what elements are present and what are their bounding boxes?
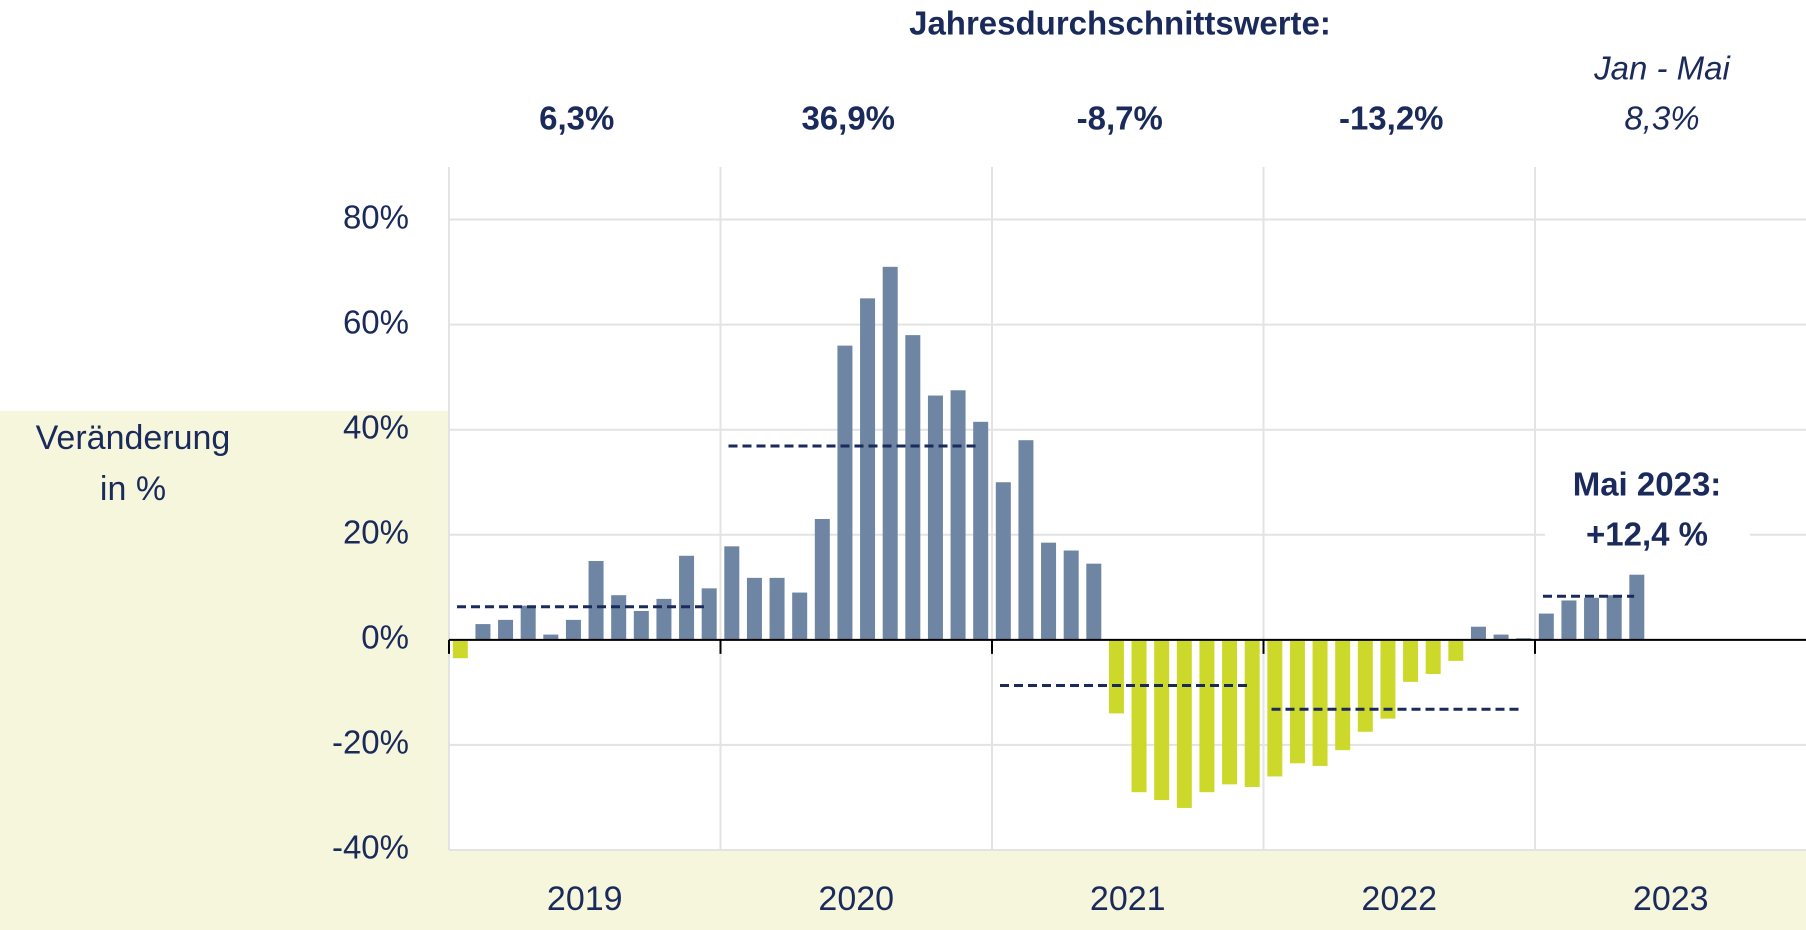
- y-axis-label: Veränderung: [36, 419, 231, 457]
- y-axis-label: in %: [100, 470, 166, 508]
- bar: [1244, 639, 1260, 787]
- x-tick-label: 2020: [818, 880, 894, 918]
- average-label: 8,3%: [1624, 100, 1699, 137]
- bar: [1357, 639, 1373, 732]
- bar: [1584, 597, 1600, 640]
- bar: [1154, 639, 1170, 801]
- bar: [611, 595, 627, 640]
- bar: [927, 395, 943, 640]
- bar: [656, 598, 672, 640]
- bar: [520, 605, 536, 640]
- bar: [1403, 639, 1419, 682]
- bar: [1470, 626, 1486, 640]
- x-tick-label: 2022: [1361, 880, 1437, 918]
- bar: [995, 482, 1011, 640]
- annotation-bg: [1545, 462, 1750, 562]
- bar: [588, 561, 604, 640]
- bar: [973, 421, 989, 640]
- bar: [543, 634, 559, 640]
- bar: [633, 610, 649, 640]
- bar: [1289, 639, 1305, 764]
- bar: [1018, 440, 1034, 640]
- bar: [837, 345, 853, 640]
- bar: [1108, 639, 1124, 714]
- y-tick-label: -40%: [332, 829, 409, 866]
- bar: [882, 266, 898, 640]
- bar: [1176, 639, 1192, 808]
- bar: [1380, 639, 1396, 719]
- panel: [449, 850, 1806, 930]
- bar: [498, 619, 514, 640]
- bar: [1131, 639, 1147, 793]
- average-label: -8,7%: [1077, 100, 1163, 137]
- y-tick-label: -20%: [332, 724, 409, 761]
- average-label: 36,9%: [801, 100, 895, 137]
- x-tick-label: 2021: [1090, 880, 1166, 918]
- bar: [724, 546, 740, 640]
- panel: [0, 411, 449, 930]
- average-label: -13,2%: [1339, 100, 1444, 137]
- bar: [950, 390, 966, 640]
- bar: [905, 335, 921, 640]
- x-tick-label: 2023: [1633, 880, 1709, 918]
- bar: [452, 639, 468, 659]
- bar: [1086, 563, 1102, 640]
- period-note: Jan - Mai: [1593, 50, 1731, 87]
- annotation: Mai 2023:: [1573, 466, 1722, 503]
- bar: [814, 519, 830, 640]
- bar: [1222, 639, 1238, 785]
- y-tick-label: 80%: [343, 198, 409, 235]
- x-tick-label: 2019: [547, 880, 623, 918]
- bar: [679, 555, 695, 640]
- average-label: 6,3%: [539, 100, 614, 137]
- chart-title: Jahresdurchschnittswerte:: [909, 5, 1331, 42]
- bar: [1312, 639, 1328, 766]
- y-tick-label: 0%: [361, 619, 409, 656]
- y-tick-label: 20%: [343, 513, 409, 550]
- bar: [746, 577, 762, 640]
- bar: [1425, 639, 1441, 674]
- bar: [860, 298, 876, 640]
- bar: [1063, 550, 1079, 640]
- y-tick-label: 40%: [343, 408, 409, 445]
- bar: [475, 624, 491, 640]
- bar: [1493, 634, 1509, 640]
- y-tick-label: 60%: [343, 303, 409, 340]
- bar: [1448, 639, 1464, 661]
- bar: [1606, 595, 1622, 640]
- bar: [1041, 542, 1057, 640]
- bar: [1629, 574, 1645, 640]
- bar: [1561, 600, 1577, 640]
- bar: [769, 577, 785, 640]
- bar: [701, 588, 717, 640]
- bar: [792, 592, 808, 640]
- annotation: +12,4 %: [1586, 516, 1708, 553]
- bar: [1335, 639, 1351, 751]
- bar: [1199, 639, 1215, 793]
- bar: [1538, 613, 1554, 640]
- bar: [565, 619, 581, 640]
